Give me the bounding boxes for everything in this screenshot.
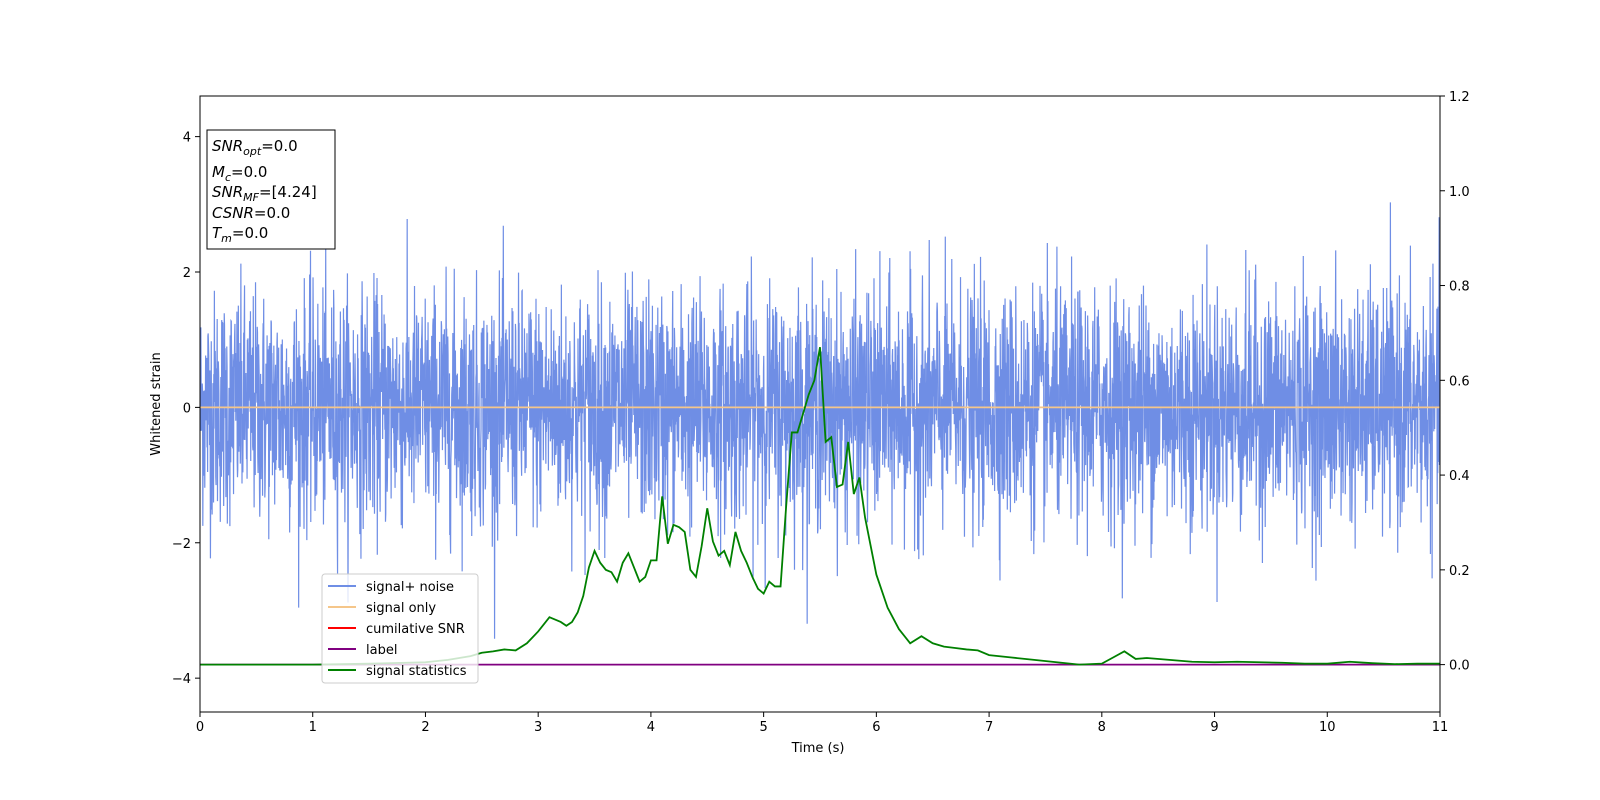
- legend-label: signal statistics: [366, 664, 467, 679]
- legend: signal+ noise signal only cumilative SNR la…: [321, 573, 479, 684]
- y-axis-right: 0.0 0.2 0.4 0.6 0.8 1.0 1.2: [1440, 90, 1470, 674]
- x-tick-label: 8: [1098, 720, 1106, 735]
- y-tick-label: −4: [172, 672, 191, 687]
- legend-label: signal+ noise: [366, 580, 454, 595]
- legend-frame: [321, 573, 479, 684]
- y2-tick-label: 0.2: [1449, 564, 1470, 579]
- y2-tick-label: 0.8: [1449, 280, 1470, 295]
- info-line: Mc=0.0: [212, 163, 267, 184]
- y2-tick-label: 0.0: [1449, 659, 1470, 674]
- legend-label: signal only: [366, 601, 436, 616]
- series-signal-statistics: [200, 346, 1440, 666]
- x-tick-label: 9: [1210, 720, 1218, 735]
- legend-label: cumilative SNR: [366, 622, 465, 637]
- x-tick-label: 0: [196, 720, 204, 735]
- y-tick-label: −2: [172, 537, 191, 552]
- info-box-frame: [206, 129, 336, 250]
- series-signal-noise: [200, 202, 1440, 639]
- plot-frame: [199, 95, 1441, 713]
- legend-label: label: [366, 643, 397, 658]
- info-line: SNRopt=0.0: [212, 137, 298, 158]
- y-tick-label: 4: [183, 131, 191, 146]
- x-tick-label: 1: [309, 720, 317, 735]
- info-line: CSNR=0.0: [212, 204, 290, 222]
- x-tick-label: 6: [872, 720, 880, 735]
- x-axis-label: Time (s): [791, 741, 845, 756]
- y2-tick-label: 1.0: [1449, 185, 1470, 200]
- series-layer: [200, 202, 1440, 666]
- x-tick-label: 7: [985, 720, 993, 735]
- y2-tick-label: 0.6: [1449, 374, 1470, 389]
- x-axis: 0 1 2 3 4 5 6 7 8 9 10 11: [196, 712, 1448, 735]
- y-axis-left: −4 −2 0 2 4: [172, 131, 200, 687]
- y-tick-label: 2: [183, 266, 191, 281]
- x-tick-label: 3: [534, 720, 542, 735]
- y-tick-label: 0: [183, 401, 191, 416]
- y-axis-label: Whitened strain: [149, 352, 164, 455]
- x-tick-label: 10: [1319, 720, 1336, 735]
- x-tick-label: 4: [647, 720, 655, 735]
- y2-tick-label: 0.4: [1449, 469, 1470, 484]
- x-tick-label: 11: [1432, 720, 1449, 735]
- y2-tick-label: 1.2: [1449, 90, 1470, 105]
- x-tick-label: 5: [759, 720, 767, 735]
- info-line: SNRMF=[4.24]: [212, 183, 317, 204]
- x-tick-label: 2: [421, 720, 429, 735]
- info-line: Tm=0.0: [212, 224, 268, 245]
